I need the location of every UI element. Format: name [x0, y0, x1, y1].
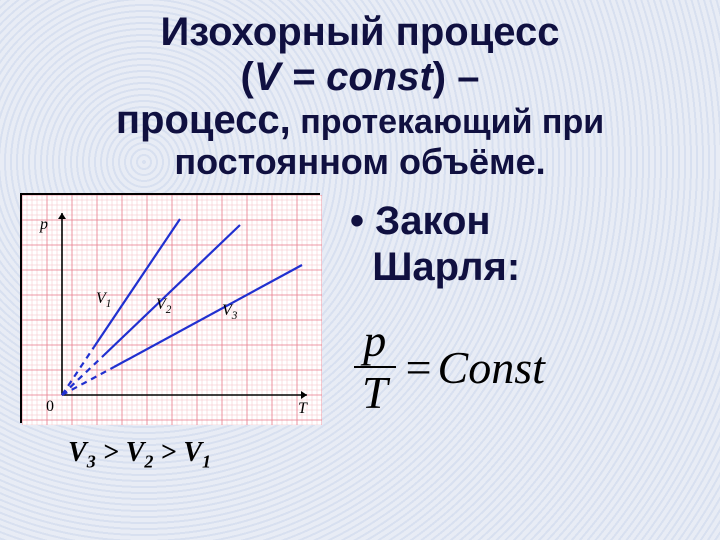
- title-text-1a: Изохорный процесс: [160, 10, 559, 54]
- title-text-2b: протекающий при: [291, 103, 604, 141]
- formula-den: T: [354, 370, 396, 416]
- title-block: Изохорный процесс (V = const) – процесс,…: [0, 0, 720, 183]
- svg-text:T: T: [298, 400, 308, 417]
- formula-rhs: Const: [438, 341, 545, 394]
- title-paren-close: ) –: [433, 55, 480, 99]
- cap-v-3: V3: [68, 437, 96, 468]
- cap-gt-1: >: [96, 437, 126, 468]
- law-word-2: Шарля:: [372, 245, 520, 289]
- svg-text:p: p: [39, 216, 48, 233]
- formula-num: p: [355, 318, 394, 364]
- chart-box: V1V2V3pT0: [20, 193, 320, 423]
- title-text-2a: процесс,: [116, 98, 291, 142]
- cap-v-1: V1: [183, 437, 211, 468]
- right-block: • Закон Шарля: p T = Const: [340, 193, 720, 473]
- svg-text:0: 0: [46, 398, 54, 415]
- lower-row: V1V2V3pT0 V3 > V2 > V1 • Закон Шарля: p …: [0, 193, 720, 473]
- fraction: p T: [354, 318, 396, 416]
- formula: p T = Const: [350, 318, 720, 416]
- title-line-2: процесс, протекающий при: [0, 98, 720, 143]
- chart-svg: V1V2V3pT0: [22, 195, 322, 425]
- law-title: • Закон Шарля:: [350, 198, 720, 290]
- cap-gt-2: >: [153, 437, 183, 468]
- slide-content: Изохорный процесс (V = const) – процесс,…: [0, 0, 720, 540]
- chart-block: V1 V2 V3 p T 0 V3 > V2 > V1: [0, 193, 340, 473]
- formula-eq: =: [406, 341, 432, 394]
- bullet: •: [350, 199, 364, 243]
- title-var: V = const: [254, 55, 433, 99]
- title-line-3: постоянном объёме.: [0, 141, 720, 183]
- title-line-1: Изохорный процесс (V = const) –: [0, 10, 720, 100]
- law-word-1: Закон: [375, 199, 490, 243]
- cap-v-2: V2: [126, 437, 154, 468]
- title-paren-open: (: [241, 55, 254, 99]
- chart-caption: V3 > V2 > V1: [68, 437, 340, 473]
